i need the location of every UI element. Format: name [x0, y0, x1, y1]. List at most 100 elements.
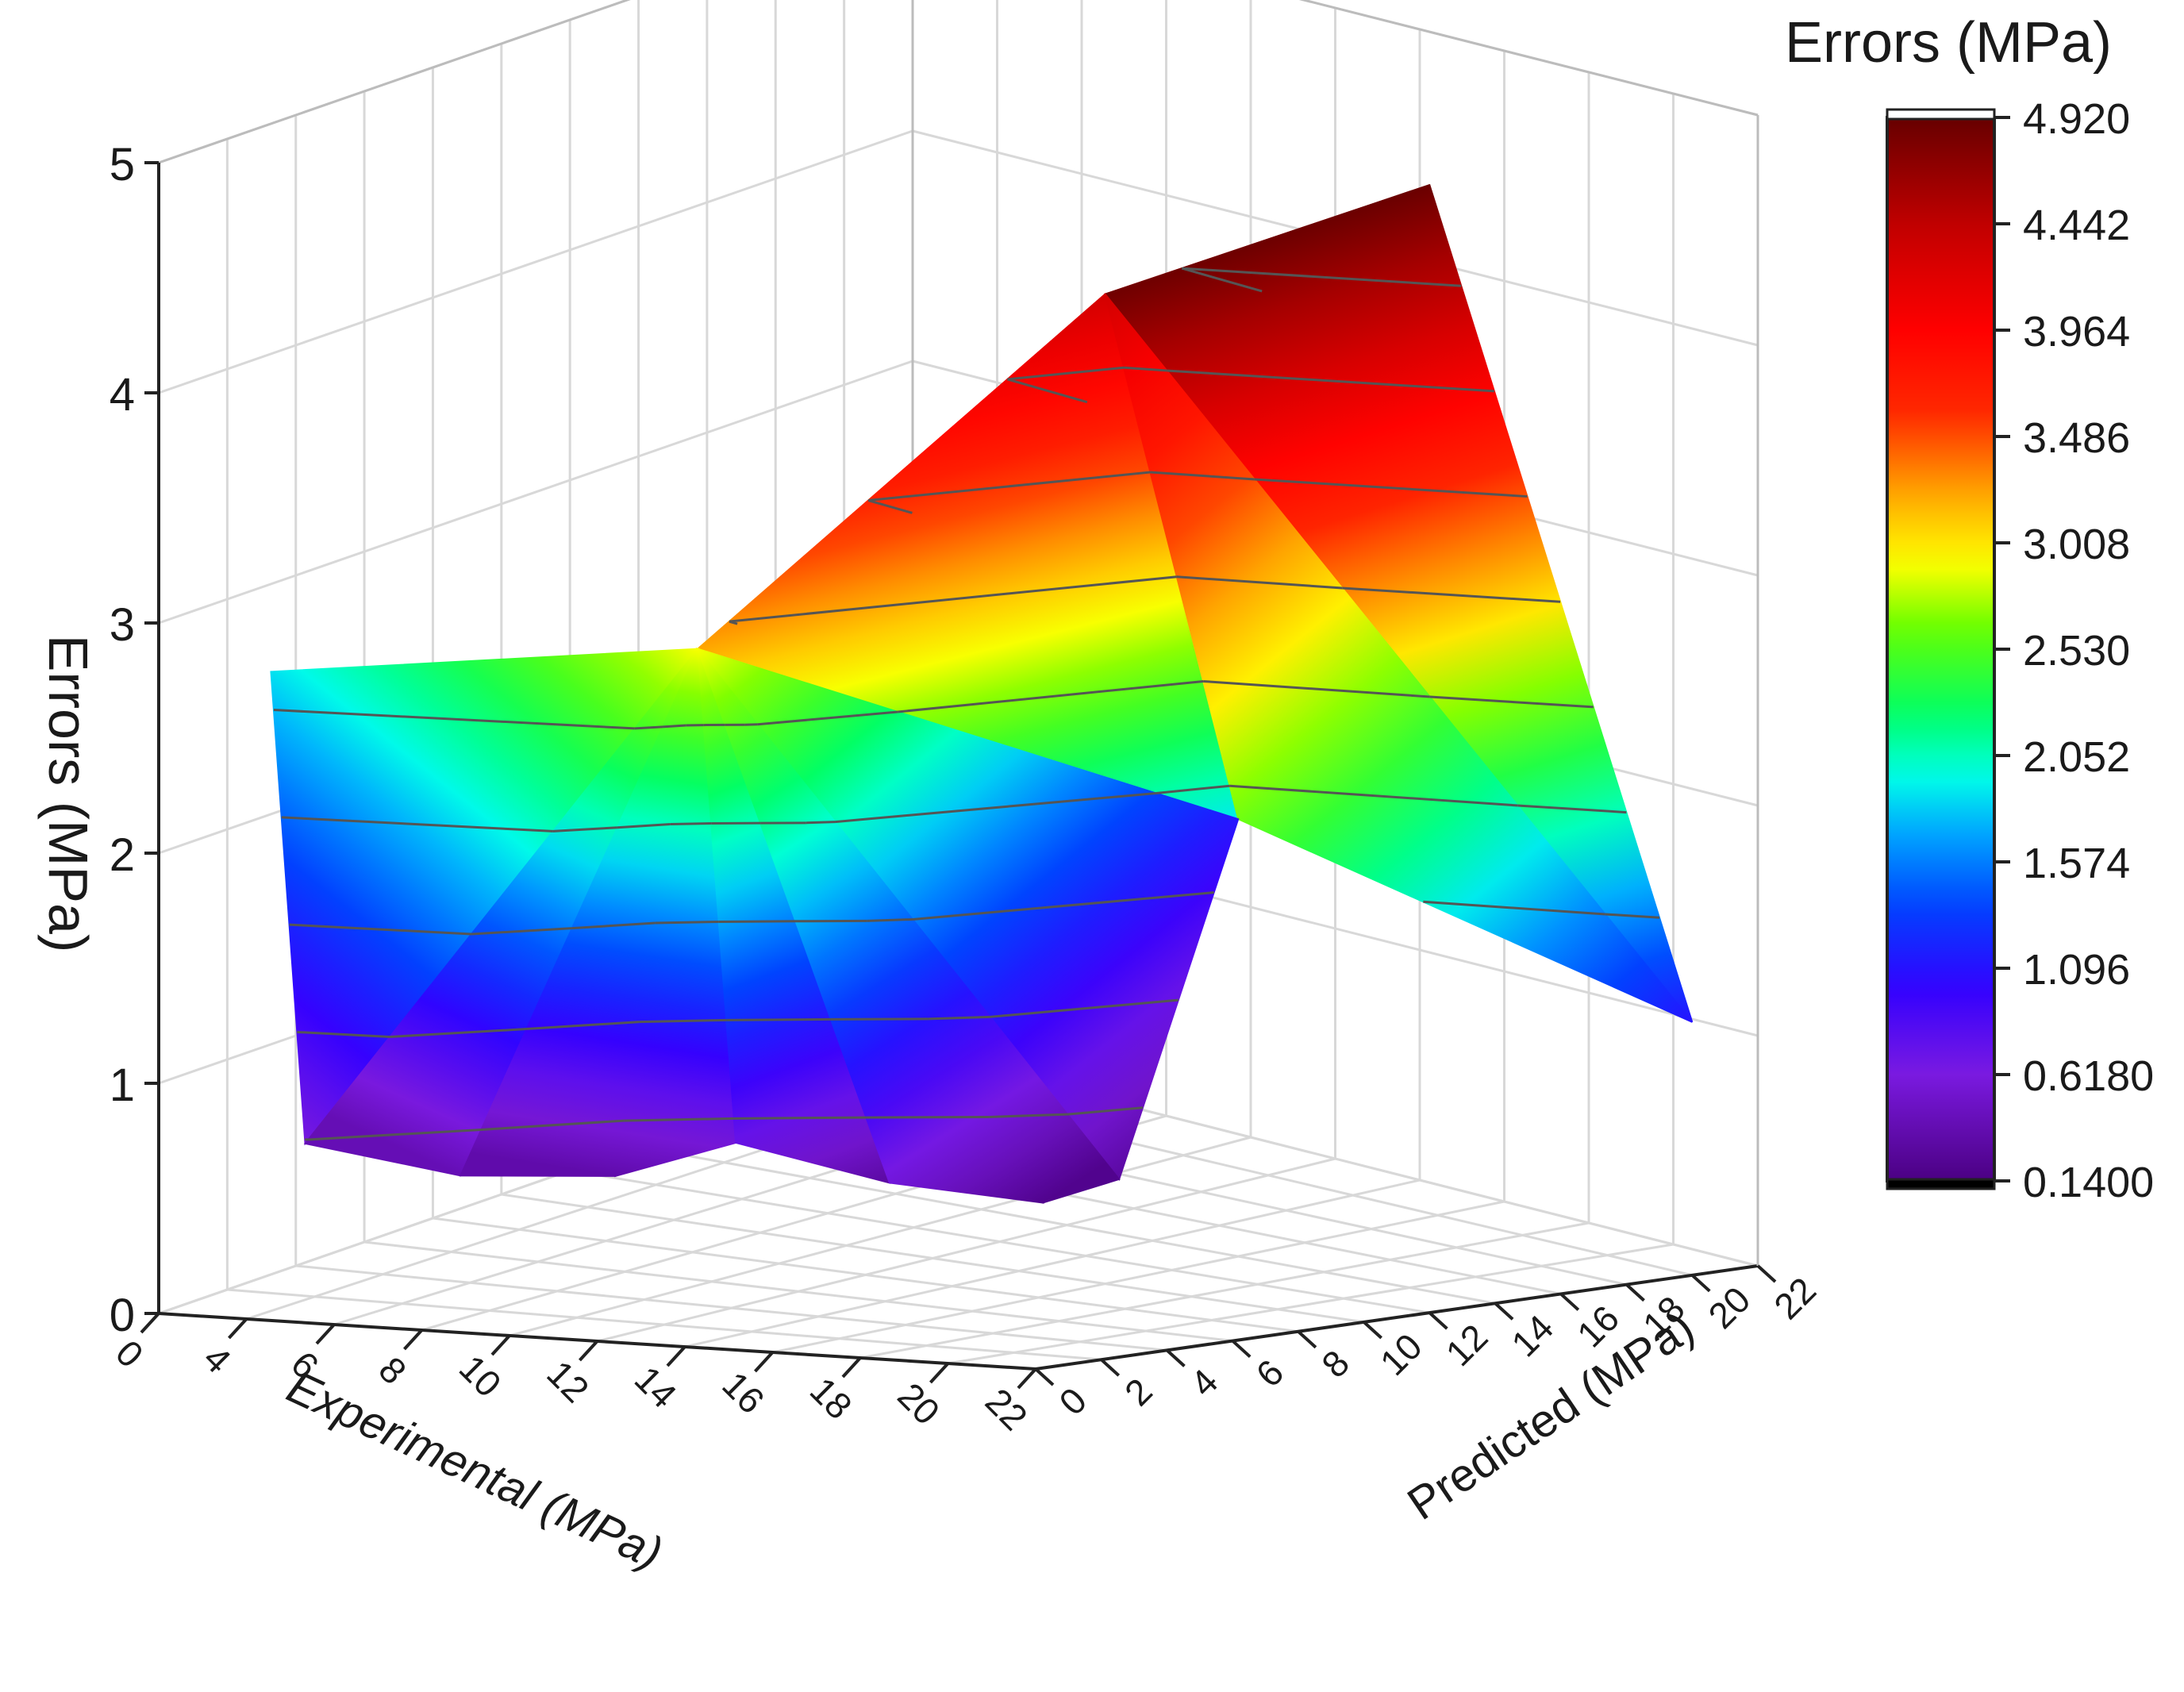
z-tick-label: 3	[110, 599, 135, 651]
y-tick	[1494, 1302, 1514, 1321]
z-tick-label: 0	[110, 1290, 135, 1341]
z-axis-label: Errors (MPa)	[37, 635, 99, 953]
contour-line	[639, 1018, 727, 1024]
y-axis-line	[1035, 1264, 1759, 1371]
contour-line	[526, 1021, 640, 1031]
surface-facet	[459, 648, 699, 1177]
x-tick	[666, 1345, 686, 1367]
colorbar-tick-label: 0.1400	[2023, 1159, 2154, 1206]
x-tick-label: 14	[627, 1358, 685, 1416]
contour-line	[1176, 575, 1343, 590]
contour-line	[471, 927, 572, 936]
x-tick-label: 20	[890, 1375, 948, 1432]
grid-line	[295, 1264, 1167, 1352]
contour-line	[868, 471, 1151, 502]
contour-line	[281, 816, 553, 833]
x-tick-label: 18	[802, 1369, 860, 1427]
y-tick	[1756, 1264, 1777, 1283]
contour-line	[1155, 784, 1230, 794]
surface-layer	[270, 183, 1694, 1204]
contour-line	[1342, 586, 1561, 603]
grid-line	[158, 129, 1759, 394]
colorbar-tick-label: 1.574	[2023, 840, 2130, 887]
x-tick-label: 22	[978, 1380, 1036, 1438]
box-edge	[158, 0, 1759, 164]
z-tick-label: 4	[110, 369, 135, 421]
colorbar-title: Errors (MPa)	[1785, 11, 2112, 75]
contour-line	[990, 998, 1179, 1018]
grid-line	[433, 1217, 1299, 1333]
y-tick	[1100, 1358, 1121, 1377]
colorbar-tick-label: 3.008	[2023, 521, 2130, 568]
grid-line	[597, 1157, 1336, 1343]
grid-line	[948, 1243, 1674, 1365]
contour-line	[552, 826, 617, 833]
grid-line	[363, 1240, 1233, 1343]
contour-line	[1067, 1106, 1144, 1116]
contour-line	[989, 1113, 1068, 1118]
y-tick	[1428, 1311, 1448, 1330]
colorbar-tick-label: 3.964	[2023, 308, 2130, 356]
grid-line	[158, 0, 1759, 164]
contour-line	[729, 575, 1177, 623]
contour-line	[390, 1028, 527, 1038]
surface-facet	[1104, 294, 1694, 1023]
y-tick	[1034, 1367, 1055, 1386]
contour-line	[1182, 267, 1462, 287]
contour-line	[1181, 267, 1263, 293]
contour-line	[726, 1017, 831, 1021]
grid-line	[772, 1200, 1505, 1354]
grid-line	[227, 1288, 1102, 1361]
contour-line	[830, 1017, 929, 1021]
contour-line	[571, 921, 656, 930]
contour-line	[1605, 913, 1660, 919]
contour-line	[733, 1116, 867, 1120]
grid-line	[501, 1193, 1364, 1324]
contour-line	[912, 891, 1214, 921]
x-tick-label: 10	[452, 1347, 509, 1405]
contour-line	[1429, 695, 1594, 709]
x-tick	[579, 1340, 598, 1362]
contour-line	[481, 1119, 625, 1131]
surface-facet	[697, 648, 1044, 1204]
y-tick	[1625, 1283, 1645, 1302]
x-tick-label: 4	[195, 1337, 239, 1381]
colorbar-overflow-high	[1886, 108, 1996, 121]
contour-line	[634, 725, 663, 730]
grid-line	[859, 1221, 1590, 1359]
y-tick-label: 4	[1182, 1361, 1226, 1405]
contour-line	[617, 823, 671, 829]
x-tick	[490, 1334, 511, 1356]
y-tick-label: 2	[1117, 1370, 1160, 1413]
contour-line	[1167, 369, 1494, 393]
contour-line	[655, 920, 719, 925]
colorbar-tick-label: 2.052	[2023, 733, 2130, 781]
contour-line	[662, 724, 686, 729]
contour-line	[1423, 900, 1605, 916]
x-tick	[754, 1351, 774, 1373]
colorbar-gradient	[1886, 116, 1996, 1182]
contour-line	[757, 710, 898, 726]
y-tick	[1363, 1321, 1382, 1340]
colorbar-tick-label: 4.442	[2023, 202, 2130, 249]
colorbar: 4.920 4.442 3.964 3.486 3.008 2.530 2.052 1.574…	[1886, 95, 2154, 1206]
contour-line	[297, 1030, 390, 1038]
contour-line	[1229, 784, 1518, 807]
x-tick	[403, 1329, 423, 1351]
colorbar-overflow-low	[1886, 1178, 1996, 1190]
contour-line	[867, 917, 913, 922]
contour-line	[1203, 679, 1430, 698]
y-tick-label: 12	[1438, 1316, 1496, 1374]
contour-line	[289, 923, 472, 936]
axes-layer	[157, 115, 1759, 1371]
contour-line	[928, 1015, 990, 1021]
x-tick-label: 16	[714, 1363, 772, 1421]
grid-line	[684, 1179, 1421, 1348]
contour-line	[1150, 471, 1255, 481]
colorbar-tick-label: 2.530	[2023, 627, 2130, 675]
colorbar-tick-label: 4.920	[2023, 95, 2130, 143]
y-tick-label: 8	[1313, 1342, 1357, 1386]
x-tick-label: 12	[539, 1352, 597, 1410]
contour-line	[273, 709, 635, 730]
